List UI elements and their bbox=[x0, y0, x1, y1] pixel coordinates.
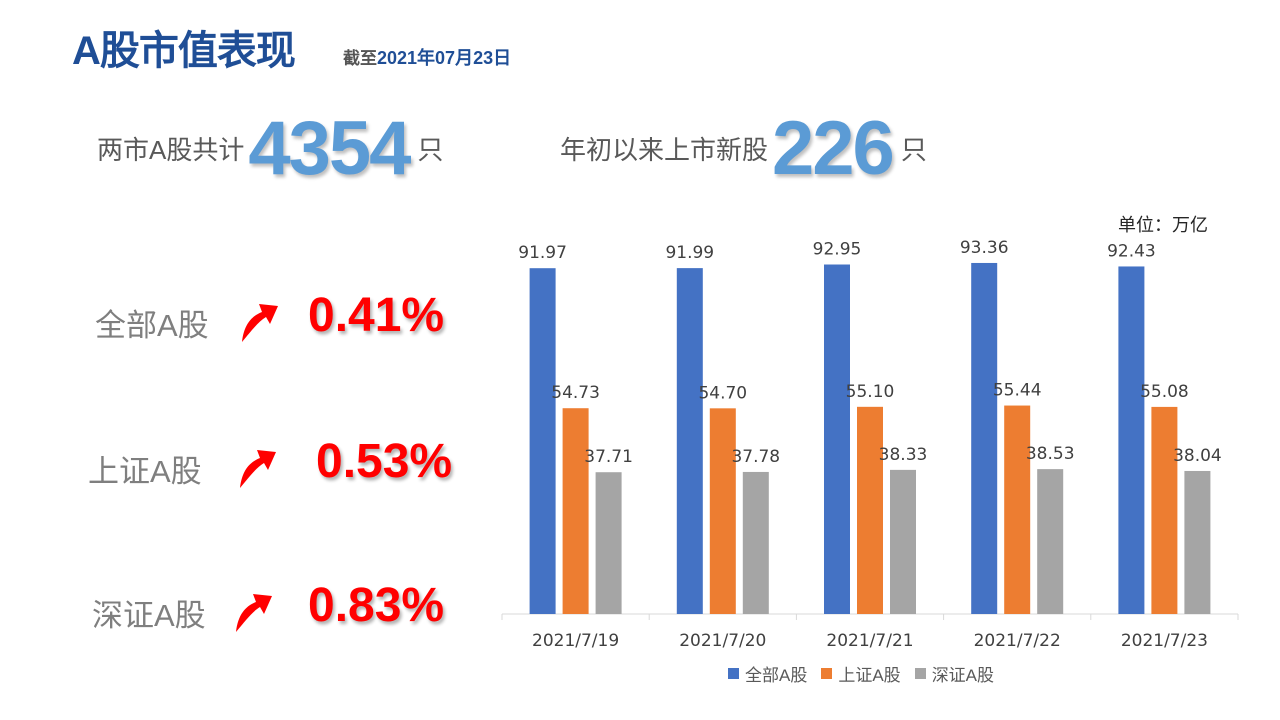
change-label: 上证A股 bbox=[88, 454, 202, 489]
change-label: 深证A股 bbox=[92, 598, 206, 633]
change-value: 0.41% bbox=[308, 289, 445, 342]
data-label: 92.95 bbox=[813, 240, 862, 260]
x-tick-label: 2021/7/19 bbox=[532, 631, 619, 651]
legend-item: 深证A股 bbox=[914, 661, 995, 686]
chart-legend: 全部A股 上证A股 深证A股 bbox=[728, 661, 994, 686]
legend-swatch bbox=[914, 668, 926, 679]
up-arrow-icon bbox=[240, 450, 276, 488]
x-tick-label: 2021/7/22 bbox=[974, 631, 1061, 651]
bar bbox=[890, 469, 916, 614]
change-value: 0.53% bbox=[316, 435, 453, 488]
unit-label: 单位：万亿 bbox=[1118, 215, 1208, 235]
data-label: 55.10 bbox=[846, 382, 895, 402]
bar bbox=[529, 268, 556, 614]
legend-swatch bbox=[821, 668, 833, 679]
bar bbox=[1184, 470, 1211, 614]
data-label: 38.04 bbox=[1173, 446, 1222, 466]
legend-label: 全部A股 bbox=[745, 666, 808, 685]
bar bbox=[971, 262, 998, 614]
bar bbox=[857, 406, 883, 614]
x-tick-label: 2021/7/20 bbox=[679, 631, 766, 651]
bar bbox=[1004, 405, 1031, 614]
legend-label: 深证A股 bbox=[931, 666, 995, 685]
bar bbox=[742, 471, 769, 614]
stat-label: 两市A股共计 bbox=[97, 134, 245, 165]
stat-new-listings: 年初以来上市新股 226 只 bbox=[560, 106, 927, 191]
legend-swatch bbox=[728, 668, 739, 679]
data-label: 55.08 bbox=[1140, 382, 1189, 402]
data-label: 91.97 bbox=[518, 243, 567, 263]
data-label: 92.43 bbox=[1107, 241, 1156, 261]
stat-label: 年初以来上市新股 bbox=[560, 134, 769, 165]
stat-unit: 只 bbox=[417, 134, 444, 165]
data-label: 55.44 bbox=[993, 381, 1042, 401]
up-arrow-icon bbox=[236, 594, 272, 632]
legend-label: 上证A股 bbox=[838, 666, 901, 685]
data-label: 54.73 bbox=[551, 383, 600, 403]
legend-item: 全部A股 bbox=[728, 661, 807, 686]
subtitle-date: 2021年07月23日 bbox=[377, 48, 512, 68]
bar bbox=[1037, 469, 1064, 614]
bar bbox=[595, 472, 622, 614]
stat-unit: 只 bbox=[900, 134, 927, 165]
bar bbox=[824, 264, 850, 614]
data-label: 37.78 bbox=[731, 447, 780, 467]
x-tick-label: 2021/7/23 bbox=[1121, 631, 1208, 651]
market-cap-bar-chart: 91.97 54.73 37.71 2021/7/19 91.99 54.70 37.78 2… bbox=[501, 238, 1239, 651]
stat-value: 226 bbox=[772, 105, 895, 191]
data-label: 38.53 bbox=[1026, 444, 1075, 464]
data-label: 93.36 bbox=[960, 238, 1009, 258]
page-subtitle: 截至2021年07月23日 bbox=[343, 44, 511, 70]
data-label: 54.70 bbox=[698, 383, 747, 403]
subtitle-prefix: 截至 bbox=[343, 49, 377, 68]
bar bbox=[676, 268, 703, 614]
bar bbox=[562, 408, 589, 614]
data-label: 37.71 bbox=[584, 447, 633, 467]
up-arrow-icon bbox=[242, 304, 278, 342]
change-value: 0.83% bbox=[308, 579, 445, 632]
stat-value: 4354 bbox=[248, 105, 411, 191]
bar bbox=[1118, 266, 1145, 614]
x-tick-label: 2021/7/21 bbox=[826, 631, 913, 651]
data-label: 91.99 bbox=[665, 243, 714, 263]
legend-item: 上证A股 bbox=[821, 661, 901, 686]
bar bbox=[709, 408, 736, 614]
bar bbox=[1151, 406, 1178, 614]
page-title: A股市值表现 bbox=[72, 29, 296, 73]
stat-total-stocks: 两市A股共计 4354 只 bbox=[97, 106, 444, 191]
change-label: 全部A股 bbox=[95, 308, 209, 343]
data-label: 38.33 bbox=[879, 445, 928, 465]
